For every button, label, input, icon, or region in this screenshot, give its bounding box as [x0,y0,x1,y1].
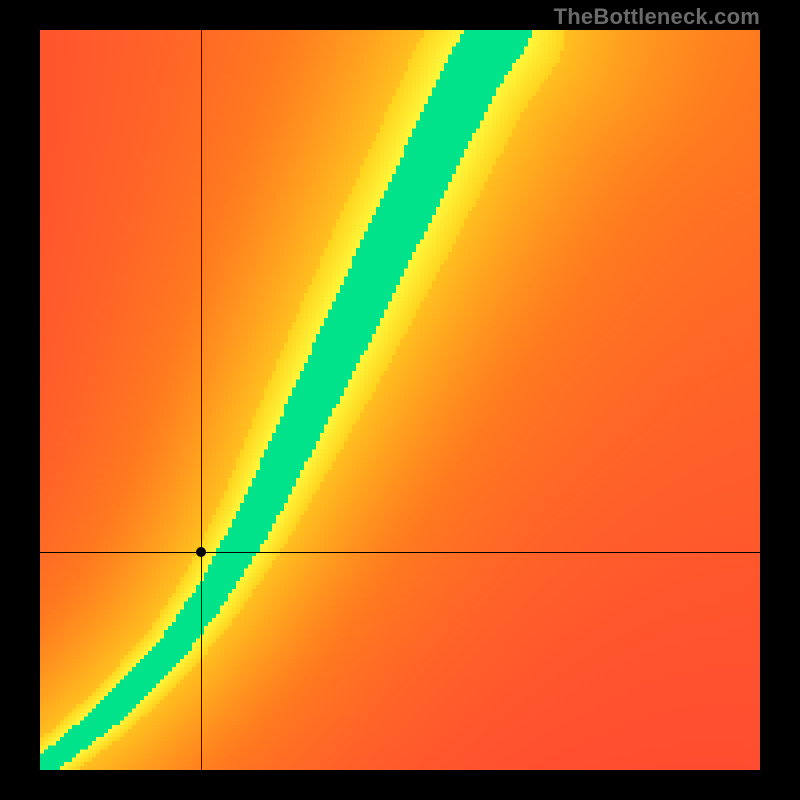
bottleneck-heatmap [40,30,760,770]
crosshair-marker [196,547,206,557]
watermark: TheBottleneck.com [554,4,760,30]
chart-container: TheBottleneck.com [0,0,800,800]
